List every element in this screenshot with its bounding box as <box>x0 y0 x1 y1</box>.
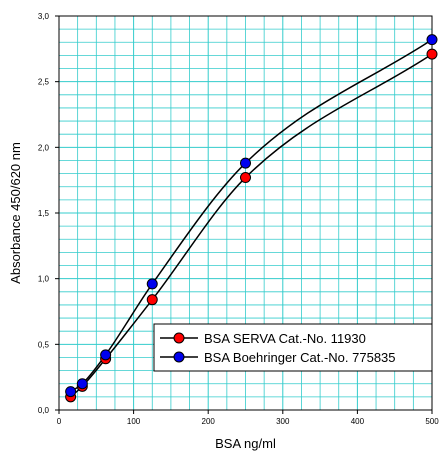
data-point-1 <box>426 48 438 60</box>
y-tick-label: 3,0 <box>38 12 50 21</box>
y-axis-title: Absorbance 450/620 nm <box>8 142 23 284</box>
x-tick-label: 0 <box>57 417 62 426</box>
x-tick-label: 100 <box>127 417 141 426</box>
x-tick-label: 300 <box>276 417 290 426</box>
data-point-1 <box>240 172 251 184</box>
legend-label-2: BSA Boehringer Cat.-No. 775835 <box>204 350 396 365</box>
y-tick-label: 2,5 <box>38 78 50 87</box>
y-tick-label: 0,0 <box>38 406 50 415</box>
y-tick-label: 1,0 <box>38 275 50 284</box>
legend: BSA SERVA Cat.-No. 11930 BSA Boehringer C… <box>153 323 433 372</box>
legend-box <box>153 323 433 372</box>
data-point-2 <box>146 278 158 290</box>
data-point-2 <box>100 349 112 361</box>
x-tick-label: 500 <box>425 417 439 426</box>
y-tick-label: 2,0 <box>38 143 50 152</box>
x-axis-title: BSA ng/ml <box>215 436 276 451</box>
legend-marker-1 <box>173 332 185 344</box>
data-point-2 <box>76 378 88 390</box>
data-point-1 <box>146 294 158 306</box>
y-tick-label: 0,5 <box>38 340 50 349</box>
legend-marker-2 <box>173 351 185 363</box>
data-points <box>65 34 438 403</box>
data-point-2 <box>426 34 438 46</box>
y-tick-label: 1,5 <box>38 209 50 218</box>
legend-label-1: BSA SERVA Cat.-No. 11930 <box>204 331 366 346</box>
data-point-2 <box>240 157 251 169</box>
x-tick-label: 200 <box>202 417 216 426</box>
data-point-2 <box>65 386 77 398</box>
axis-ticks: 0 100 200 300 400 500 0,0 0,5 1,0 1,5 2,0 2,5 3,0 <box>38 12 439 426</box>
x-tick-label: 400 <box>351 417 365 426</box>
